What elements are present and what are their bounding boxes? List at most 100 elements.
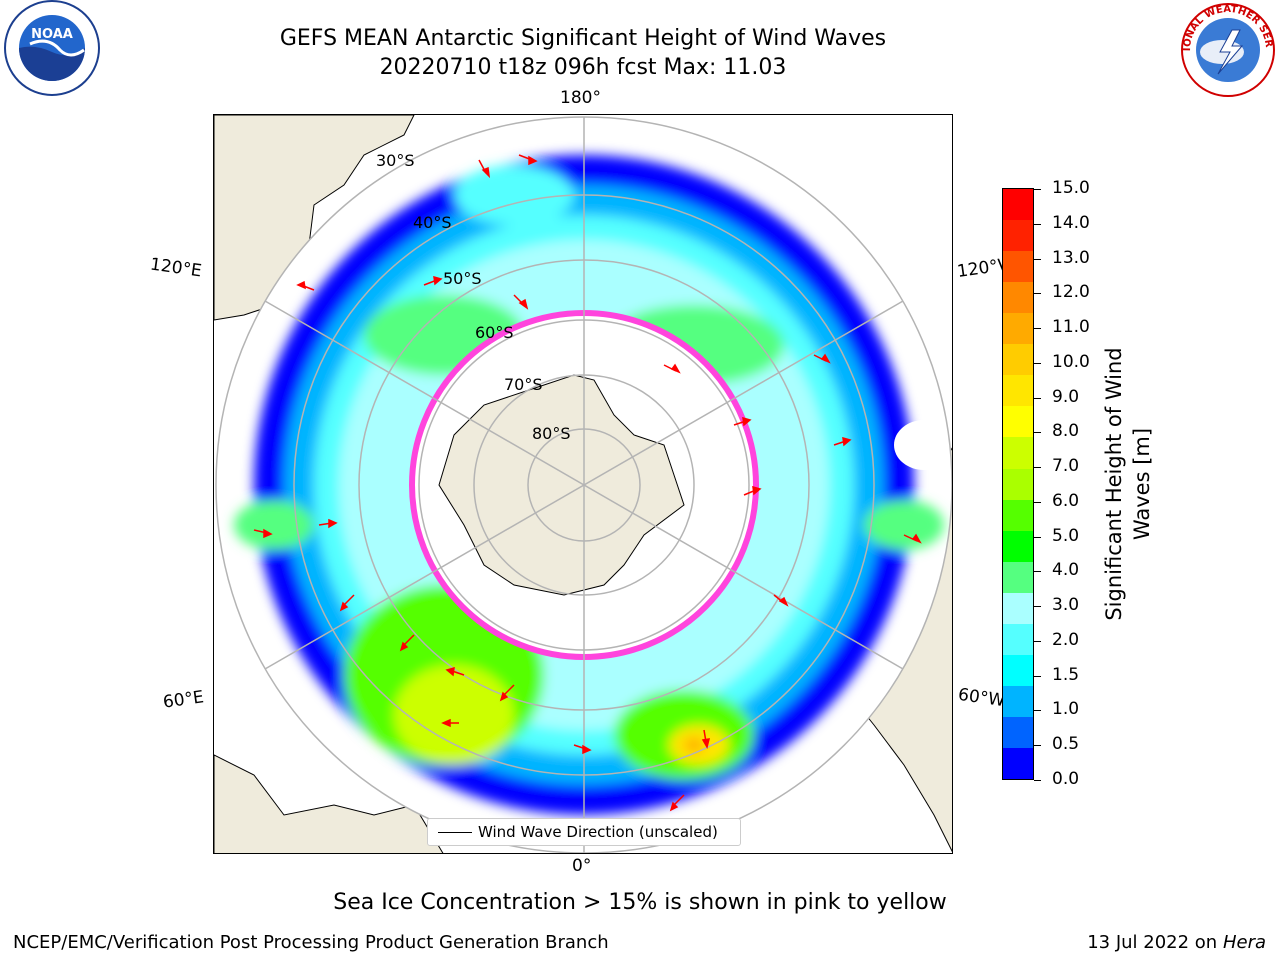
wind-arrow <box>441 718 459 728</box>
wind-arrow <box>296 280 315 291</box>
wind-arrow <box>573 744 592 755</box>
colorbar-tick-mark <box>1034 571 1041 573</box>
wind-arrow <box>701 729 711 749</box>
colorbar-segment <box>1003 530 1033 562</box>
colorbar-tick-label: 11.0 <box>1052 317 1090 338</box>
colorbar-segment <box>1003 313 1033 345</box>
polar-map <box>214 115 952 853</box>
colorbar-tick-label: 10.0 <box>1052 351 1090 372</box>
wind-arrow <box>423 275 443 286</box>
colorbar-segment <box>1003 251 1033 283</box>
colorbar-tick-mark <box>1034 501 1041 503</box>
chart-subtitle: 20220710 t18z 096h fcst Max: 11.03 <box>379 55 787 80</box>
colorbar-tick-label: 2.0 <box>1052 629 1080 650</box>
colorbar-tick-label: 7.0 <box>1052 456 1080 477</box>
colorbar-tick-label: 13.0 <box>1052 247 1090 268</box>
wind-arrow <box>518 154 538 166</box>
colorbar-segment <box>1003 375 1033 407</box>
colorbar-tick-label: 6.0 <box>1052 490 1080 511</box>
lat-label-80s: 80°S <box>532 424 571 443</box>
footer-date-text: 13 Jul 2022 on <box>1087 932 1223 953</box>
colorbar-segment <box>1003 437 1033 469</box>
colorbar <box>1002 188 1034 780</box>
wind-arrow <box>478 159 491 179</box>
colorbar-tick-mark <box>1034 780 1041 781</box>
footer-host: Hera <box>1222 932 1266 953</box>
colorbar-segment <box>1003 344 1033 376</box>
colorbar-tick-mark <box>1034 675 1041 677</box>
wind-arrow <box>733 416 752 427</box>
wind-arrow <box>669 794 685 812</box>
legend-label: Wind Wave Direction (unscaled) <box>478 823 718 841</box>
colorbar-segment <box>1003 282 1033 314</box>
wind-arrow <box>743 485 762 496</box>
colorbar-tick-mark <box>1034 397 1041 399</box>
footer-date: 13 Jul 2022 on Hera <box>1087 932 1266 953</box>
lat-label-70s: 70°S <box>504 375 543 394</box>
colorbar-tick-label: 1.5 <box>1052 664 1080 685</box>
land-africa <box>214 754 444 853</box>
chart-title: GEFS MEAN Antarctic Significant Height o… <box>279 26 887 51</box>
map-legend: Wind Wave Direction (unscaled) <box>427 818 741 846</box>
wind-arrow <box>499 684 515 702</box>
colorbar-tick-label: 0.5 <box>1052 734 1080 755</box>
colorbar-label: Significant Height of Wind Waves [m] <box>1102 347 1154 621</box>
colorbar-tick-mark <box>1034 189 1041 190</box>
colorbar-segment <box>1003 561 1033 593</box>
sea-ice-note: Sea Ice Concentration > 15% is shown in … <box>333 890 947 915</box>
graticule <box>215 116 952 853</box>
colorbar-tick-label: 0.0 <box>1052 769 1080 789</box>
legend-line-swatch <box>438 832 472 833</box>
wind-arrow <box>513 294 529 310</box>
colorbar-tick-label: 4.0 <box>1052 560 1080 581</box>
wind-arrow <box>399 634 415 652</box>
wind-arrow <box>813 353 831 364</box>
noaa-logo-text: NOAA <box>31 27 73 42</box>
colorbar-segment <box>1003 468 1033 500</box>
colorbar-tick-label: 5.0 <box>1052 525 1080 546</box>
colorbar-tick-label: 9.0 <box>1052 386 1080 407</box>
colorbar-tick-mark <box>1034 362 1041 364</box>
wind-arrow <box>903 533 922 544</box>
wind-arrow <box>773 594 789 607</box>
lon-label-180: 180° <box>560 88 601 108</box>
colorbar-segment <box>1003 623 1033 655</box>
colorbar-segment <box>1003 499 1033 531</box>
lon-label-60w: 60°W <box>956 684 1007 712</box>
colorbar-tick-mark <box>1034 223 1041 225</box>
wind-arrow <box>833 436 852 447</box>
footer-branch: NCEP/EMC/Verification Post Processing Pr… <box>13 932 609 953</box>
lon-label-0: 0° <box>572 856 592 876</box>
colorbar-tick-mark <box>1034 745 1041 747</box>
wind-arrow <box>339 594 355 612</box>
colorbar-tick-mark <box>1034 710 1041 712</box>
colorbar-tick-label: 1.0 <box>1052 699 1080 720</box>
lat-label-60s: 60°S <box>475 323 514 342</box>
colorbar-tick-mark <box>1034 606 1041 608</box>
colorbar-tick-mark <box>1034 328 1041 330</box>
wind-arrow <box>445 666 465 677</box>
colorbar-tick-label: 3.0 <box>1052 595 1080 616</box>
colorbar-segment <box>1003 406 1033 438</box>
colorbar-tick-mark <box>1034 258 1041 260</box>
colorbar-segment <box>1003 654 1033 686</box>
colorbar-segment <box>1003 592 1033 624</box>
colorbar-tick-label: 8.0 <box>1052 421 1080 442</box>
colorbar-tick-mark <box>1034 640 1041 642</box>
lat-label-50s: 50°S <box>443 269 482 288</box>
colorbar-tick-label: 12.0 <box>1052 282 1090 303</box>
colorbar-tick-label: 15.0 <box>1052 178 1090 198</box>
wind-arrow <box>318 518 338 529</box>
colorbar-segment <box>1003 716 1033 748</box>
lat-label-30s: 30°S <box>376 151 415 170</box>
colorbar-tick-mark <box>1034 536 1041 538</box>
noaa-logo: NOAA <box>4 0 100 96</box>
colorbar-segment <box>1003 685 1033 717</box>
colorbar-fill <box>1003 189 1033 779</box>
colorbar-tick-mark <box>1034 467 1041 469</box>
land-nz-aus <box>214 115 415 321</box>
colorbar-segment <box>1003 747 1033 779</box>
wind-arrow <box>253 528 273 539</box>
colorbar-tick-mark <box>1034 293 1041 295</box>
colorbar-segment <box>1003 220 1033 252</box>
